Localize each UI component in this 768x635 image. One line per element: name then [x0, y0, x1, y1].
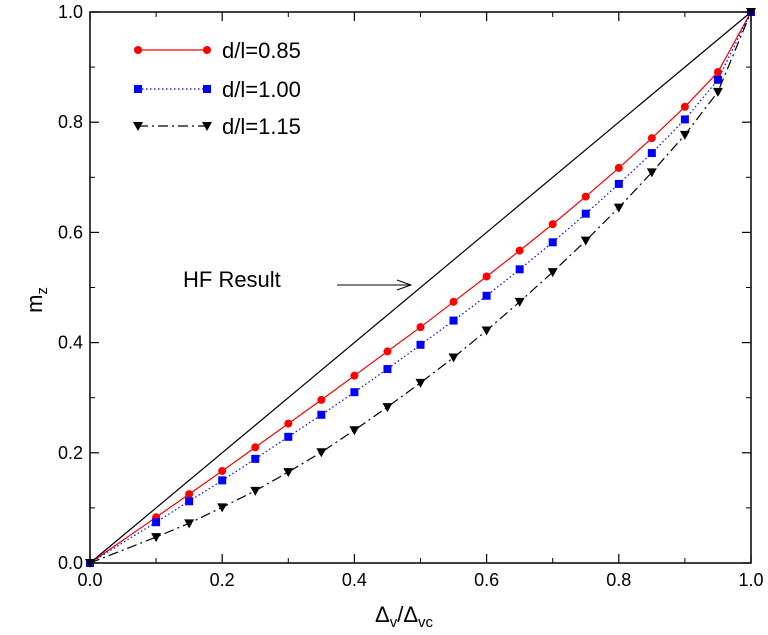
data-point-0	[581, 192, 590, 201]
data-point-1	[680, 115, 689, 124]
legend-label-1: d/l=1.00	[222, 77, 301, 102]
data-point-2	[382, 403, 393, 413]
data-point-2	[712, 87, 723, 97]
data-point-0	[515, 246, 524, 255]
y-tick-label: 0.8	[58, 112, 83, 132]
hf-result-line	[89, 11, 752, 564]
series-layer	[85, 8, 756, 568]
series-line-2	[89, 11, 752, 564]
x-axis-title-sub1: v	[390, 614, 398, 631]
data-point-2	[250, 486, 261, 496]
x-axis-title: Δv/Δvc	[375, 602, 434, 631]
data-point-2	[646, 168, 657, 178]
data-point-0	[350, 371, 359, 380]
data-point-0	[383, 347, 392, 356]
data-point-1	[152, 518, 161, 527]
data-point-2	[547, 268, 558, 278]
x-tick-label: 0.8	[606, 570, 631, 590]
data-point-0	[680, 102, 689, 111]
x-tick-label: 1.0	[738, 570, 763, 590]
y-axis-title-sub: z	[34, 287, 51, 295]
data-point-1	[449, 316, 458, 325]
legend-marker-0b	[203, 46, 211, 54]
data-point-1	[713, 75, 722, 84]
x-tick-label: 0.6	[474, 570, 499, 590]
data-point-1	[251, 454, 260, 463]
y-axis-title: mz	[22, 287, 51, 313]
legend: d/l=0.85 d/l=1.00 d/l=1.15	[133, 38, 301, 139]
data-point-0	[449, 297, 458, 306]
data-point-1	[218, 476, 227, 485]
annotation-label: HF Result	[183, 267, 281, 292]
data-point-0	[416, 323, 425, 332]
data-point-0	[482, 272, 491, 281]
data-point-1	[383, 365, 392, 374]
data-point-2	[85, 559, 95, 568]
data-point-1	[284, 432, 293, 441]
data-point-1	[350, 388, 359, 397]
data-point-0	[317, 395, 326, 404]
data-point-0	[713, 68, 722, 77]
y-tick-label: 0.2	[58, 443, 83, 463]
annotation: HF Result	[183, 267, 413, 292]
data-point-1	[482, 291, 491, 300]
legend-marker-1a	[134, 85, 142, 93]
y-tick-label: 0.6	[58, 222, 83, 242]
x-axis-title-main: Δ	[375, 602, 390, 627]
x-tick-label: 0.0	[77, 570, 102, 590]
data-point-2	[349, 426, 360, 436]
data-point-0	[185, 490, 194, 499]
data-point-2	[746, 8, 756, 17]
legend-marker-2a	[133, 122, 143, 131]
legend-entry-2: d/l=1.15	[133, 114, 301, 139]
y-tick-label: 0.0	[58, 553, 83, 573]
data-point-2	[217, 503, 228, 513]
series-line-1	[89, 11, 752, 564]
axis-ticks: 0.00.0 0.2 0.2 0.4 0.4 0.6 0.6 0.8 0.8 1.0 1.0	[58, 2, 764, 590]
x-axis-title-sub2: vc	[418, 614, 434, 631]
data-point-2	[613, 203, 624, 213]
data-point-0	[218, 466, 227, 475]
legend-marker-0a	[134, 46, 142, 54]
data-point-2	[283, 468, 294, 478]
data-point-2	[481, 326, 492, 336]
data-point-2	[580, 236, 591, 246]
data-point-2	[184, 519, 195, 529]
data-point-0	[647, 134, 656, 143]
data-point-2	[514, 297, 525, 307]
data-point-2	[415, 378, 426, 388]
legend-label-0: d/l=0.85	[222, 38, 301, 63]
data-point-1	[416, 340, 425, 349]
data-point-1	[317, 410, 326, 419]
legend-entry-0: d/l=0.85	[134, 38, 301, 63]
series-line-0	[89, 11, 752, 564]
data-point-0	[548, 220, 557, 229]
data-point-0	[614, 163, 623, 172]
y-tick-label: 0.4	[58, 333, 83, 353]
data-point-1	[614, 179, 623, 188]
x-axis-title-slash: /Δ	[397, 602, 418, 627]
data-point-2	[316, 448, 327, 458]
y-tick-label: 1.0	[58, 2, 83, 22]
data-point-1	[548, 238, 557, 247]
legend-entry-1: d/l=1.00	[134, 77, 301, 102]
legend-marker-1b	[203, 85, 211, 93]
annotation-arrow-head	[396, 279, 413, 291]
x-tick-label: 0.2	[210, 570, 235, 590]
legend-marker-2b	[202, 122, 212, 131]
data-point-2	[679, 130, 690, 140]
x-tick-label: 0.4	[342, 570, 367, 590]
data-point-2	[448, 353, 459, 363]
y-axis-title-main: m	[22, 295, 47, 313]
data-point-0	[251, 443, 260, 452]
data-point-0	[284, 419, 293, 428]
data-point-2	[151, 533, 162, 543]
data-point-1	[647, 149, 656, 158]
legend-label-2: d/l=1.15	[222, 114, 301, 139]
data-point-1	[185, 497, 194, 506]
data-point-1	[581, 209, 590, 218]
data-point-1	[515, 265, 524, 274]
